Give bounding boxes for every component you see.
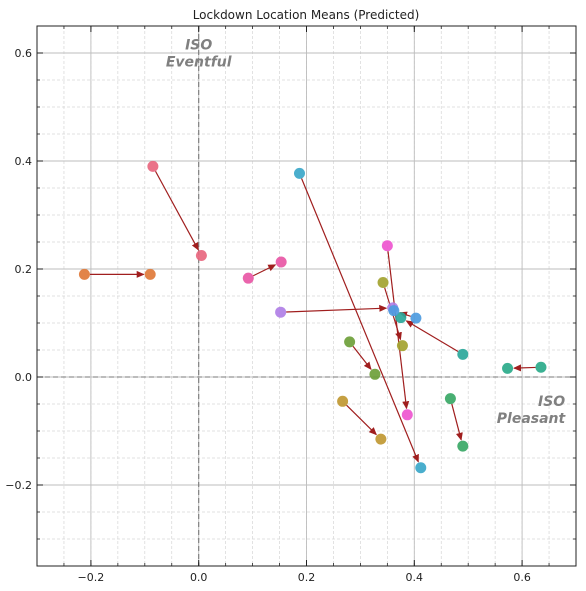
chart-title: Lockdown Location Means (Predicted): [193, 8, 420, 22]
annotation-text: Pleasant: [497, 411, 567, 427]
annotation-text: ISO: [538, 394, 565, 410]
annotation-text: ISO: [185, 38, 212, 54]
x-tick-label: 0.2: [298, 571, 316, 584]
y-tick-label: 0.2: [15, 263, 33, 276]
point-after: [388, 305, 399, 316]
point-before: [344, 336, 355, 347]
point-after: [457, 441, 468, 452]
x-tick-label: 0.0: [190, 571, 208, 584]
point-after: [402, 409, 413, 420]
point-before: [457, 349, 468, 360]
x-tick-label: −0.2: [78, 571, 105, 584]
point-after: [369, 369, 380, 380]
y-tick-label: 0.0: [15, 371, 33, 384]
annotation-text: Eventful: [166, 55, 232, 71]
point-after: [196, 250, 207, 261]
point-before: [445, 393, 456, 404]
point-before: [79, 269, 90, 280]
point-after: [397, 340, 408, 351]
y-tick-label: 0.6: [15, 47, 33, 60]
point-after: [375, 434, 386, 445]
point-before: [147, 161, 158, 172]
point-before: [535, 362, 546, 373]
x-tick-label: 0.6: [513, 571, 531, 584]
point-before: [294, 168, 305, 179]
point-before: [378, 277, 389, 288]
x-tick-label: 0.4: [406, 571, 424, 584]
point-after: [502, 363, 513, 374]
point-before: [275, 307, 286, 318]
point-after: [415, 462, 426, 473]
y-tick-label: −0.2: [5, 479, 32, 492]
point-before: [410, 313, 421, 324]
point-before: [243, 273, 254, 284]
point-after: [276, 256, 287, 267]
point-after: [145, 269, 156, 280]
point-before: [382, 240, 393, 251]
point-before: [337, 396, 348, 407]
shift-arrow: [514, 367, 535, 368]
y-tick-label: 0.4: [15, 155, 33, 168]
